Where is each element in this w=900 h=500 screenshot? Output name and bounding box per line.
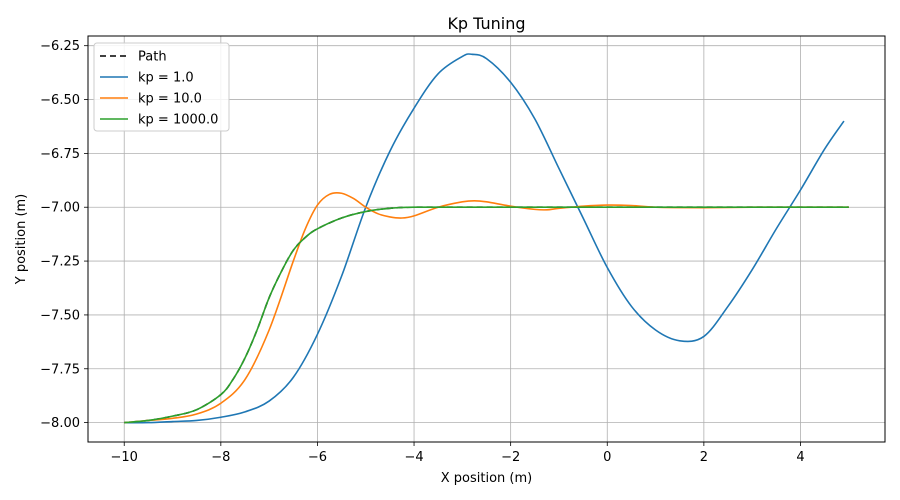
x-tick-label: 2 bbox=[700, 450, 708, 465]
axis-ticks: −10 −8 −6 −4 −2 0 2 4 −8.00 −7.75 −7.50 −7.25 −7.00 −… bbox=[40, 39, 804, 465]
y-tick-label: −7.50 bbox=[40, 308, 80, 323]
legend-box bbox=[93, 42, 230, 132]
x-tick-label: 0 bbox=[603, 450, 611, 465]
grid bbox=[88, 36, 885, 442]
y-tick-label: −6.50 bbox=[40, 93, 80, 108]
x-tick-label: −10 bbox=[111, 450, 138, 465]
y-tick-label: −7.25 bbox=[40, 255, 80, 270]
series-line-kp-10-0 bbox=[124, 191, 849, 424]
plot-frame bbox=[87, 35, 886, 443]
y-tick-label: −8.00 bbox=[40, 416, 80, 431]
x-tick-label: −2 bbox=[501, 450, 520, 465]
plot-lines bbox=[124, 53, 849, 424]
x-tick-label: −6 bbox=[308, 450, 327, 465]
x-axis-label: X position (m) bbox=[441, 471, 532, 486]
y-tick-label: −7.75 bbox=[40, 362, 80, 377]
series-line-kp-1-0 bbox=[124, 53, 845, 424]
chart-title: Kp Tuning bbox=[447, 14, 525, 33]
y-tick-label: −6.75 bbox=[40, 147, 80, 162]
x-tick-label: 4 bbox=[796, 450, 804, 465]
x-tick-label: −8 bbox=[211, 450, 230, 465]
y-axis-label: Y position (m) bbox=[14, 194, 29, 286]
series-line-kp-1000-0 bbox=[124, 206, 849, 424]
legend-label: Path bbox=[138, 50, 167, 65]
legend-label: kp = 1.0 bbox=[138, 71, 194, 86]
legend-label: kp = 10.0 bbox=[138, 92, 202, 107]
y-tick-label: −7.00 bbox=[40, 201, 80, 216]
legend: Path kp = 1.0 kp = 10.0 kp = 1000.0 bbox=[93, 42, 230, 132]
x-tick-label: −4 bbox=[404, 450, 423, 465]
legend-label: kp = 1000.0 bbox=[138, 113, 218, 128]
y-tick-label: −6.25 bbox=[40, 39, 80, 54]
